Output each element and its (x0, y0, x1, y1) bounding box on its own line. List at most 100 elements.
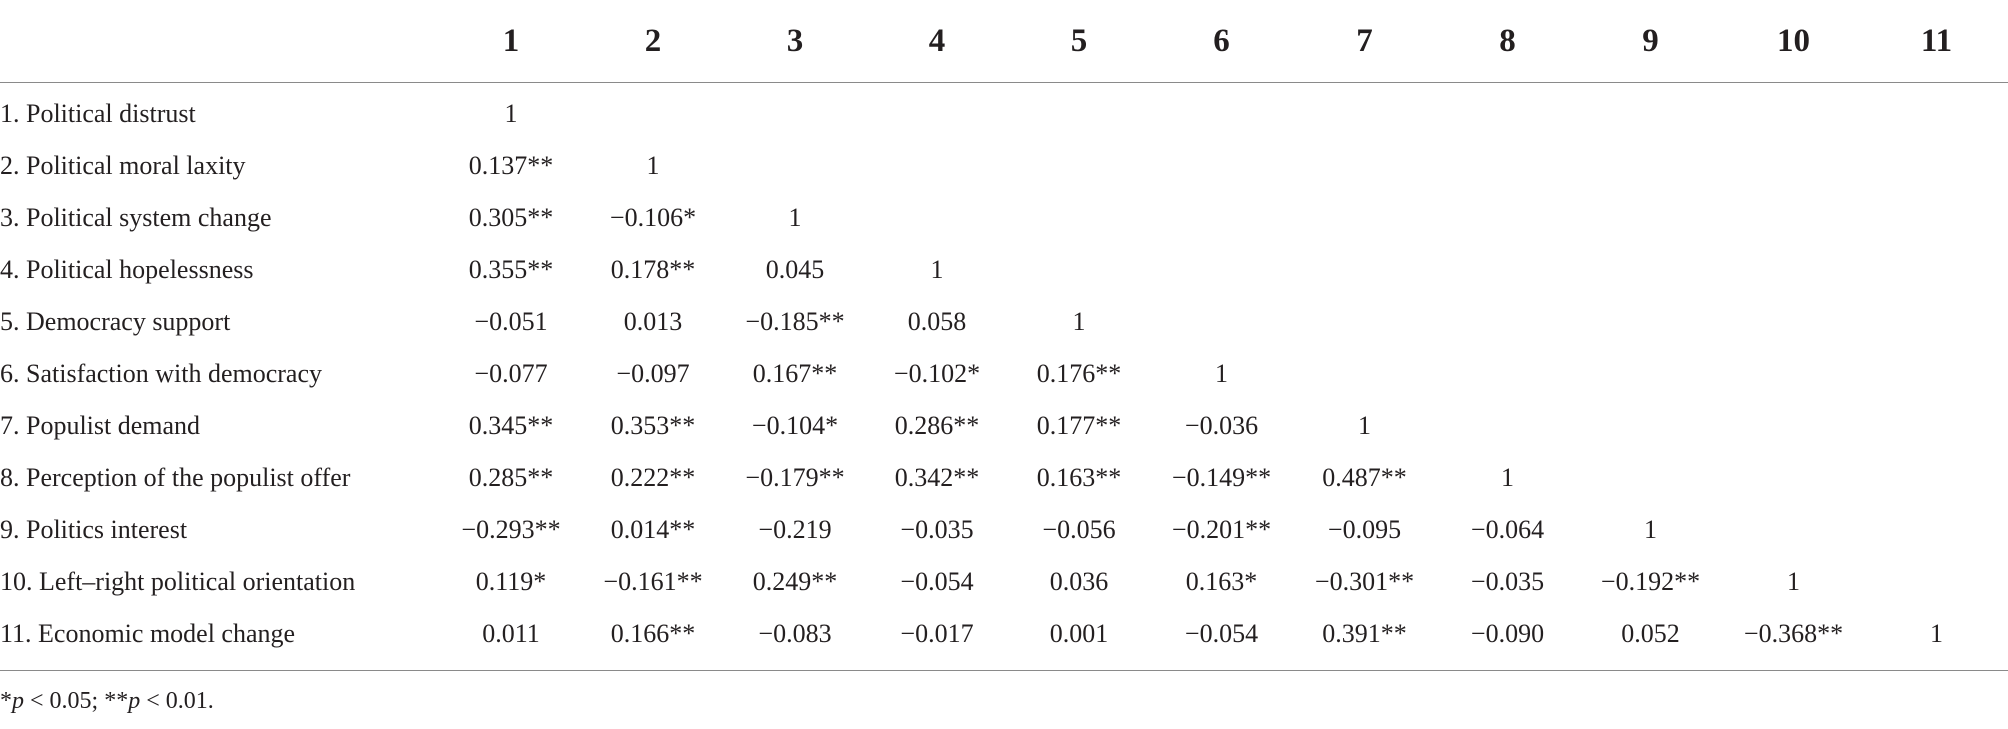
table-cell: 0.353** (610, 411, 696, 440)
table-cell (866, 192, 1008, 244)
table-cell (1865, 504, 2008, 556)
table-cell: −0.368** (1743, 619, 1844, 648)
footnote-star-2: ** (104, 688, 129, 714)
table-cell: 0.285** (468, 463, 554, 492)
table-cell: 0.058 (907, 307, 967, 336)
column-header: 4 (866, 0, 1008, 83)
table-cell (1293, 296, 1436, 348)
column-header: 7 (1293, 0, 1436, 83)
table-bottom-rule (0, 660, 2008, 671)
table-row: 7. Populist demand 0.345** 0.353** −0.104* 0… (0, 400, 2008, 452)
table-row: 1. Political distrust 1 (0, 88, 2008, 140)
table-cell: 0.176** (1036, 359, 1122, 388)
column-header: 10 (1722, 0, 1865, 83)
table-cell: 0.391** (1322, 619, 1407, 648)
table-cell: −0.056 (1042, 515, 1116, 544)
table-cell (1579, 452, 1722, 504)
table-cell: 0.305** (468, 203, 554, 232)
table-cell: 1 (1501, 463, 1514, 492)
table-cell: 0.286** (894, 411, 980, 440)
table-cell: −0.035 (1470, 567, 1545, 596)
table-cell (1008, 140, 1150, 192)
table-cell: −0.102* (893, 359, 981, 388)
table-cell: −0.106* (609, 203, 697, 232)
table-cell (1579, 348, 1722, 400)
table-cell (1579, 140, 1722, 192)
table-cell: 0.249** (752, 567, 838, 596)
table-cell (1150, 244, 1293, 296)
table-cell (1436, 88, 1579, 140)
table-cell (866, 88, 1008, 140)
table-cell: −0.035 (900, 515, 974, 544)
table-cell: 0.222** (610, 463, 696, 492)
table-cell: 0.163* (1185, 567, 1258, 596)
table-cell (1865, 296, 2008, 348)
table-cell: −0.293** (461, 515, 561, 544)
column-header: 11 (1865, 0, 2008, 83)
table-cell (1722, 88, 1865, 140)
column-header: 9 (1579, 0, 1722, 83)
row-label: 8. Perception of the populist offer (0, 463, 351, 492)
row-label: 6. Satisfaction with democracy (0, 359, 323, 388)
table-cell: −0.017 (900, 619, 974, 648)
footnote-condition-2: < 0.01. (140, 688, 214, 714)
table-cell (1722, 192, 1865, 244)
table-cell (1865, 88, 2008, 140)
table-cell: 0.487** (1322, 463, 1407, 492)
table-row: 3. Political system change 0.305** −0.106*… (0, 192, 2008, 244)
table-cell: −0.301** (1314, 567, 1415, 596)
table-cell (1865, 556, 2008, 608)
table-cell: −0.097 (616, 359, 690, 388)
table-row: 5. Democracy support −0.051 0.013 −0.185** 0… (0, 296, 2008, 348)
table-cell (1579, 400, 1722, 452)
table-row: 4. Political hopelessness 0.355** 0.178** 0… (0, 244, 2008, 296)
table-cell (1293, 140, 1436, 192)
table-row: 11. Economic model change 0.011 0.166** −0.… (0, 608, 2008, 660)
table-cell: −0.077 (474, 359, 548, 388)
table-cell (1579, 88, 1722, 140)
table-cell: −0.054 (1184, 619, 1259, 648)
table-cell (1150, 88, 1293, 140)
table-cell: 1 (646, 151, 660, 180)
column-header: 8 (1436, 0, 1579, 83)
table-cell: 1 (1644, 515, 1657, 544)
table-cell (1436, 140, 1579, 192)
table-cell (1150, 192, 1293, 244)
table-cell: 0.178** (610, 255, 696, 284)
table-cell: 0.011 (482, 619, 540, 648)
table-cell (1008, 88, 1150, 140)
table-cell: −0.036 (1184, 411, 1259, 440)
table-cell (1722, 452, 1865, 504)
table-cell: 1 (1215, 359, 1228, 388)
table-cell: −0.054 (900, 567, 974, 596)
table-cell (1722, 244, 1865, 296)
column-header: 1 (440, 0, 582, 83)
table-cell (1722, 400, 1865, 452)
table-cell (724, 88, 866, 140)
table-cell (1722, 504, 1865, 556)
table-cell: −0.095 (1327, 515, 1402, 544)
table-cell (1865, 452, 2008, 504)
table-cell: 0.167** (752, 359, 838, 388)
table-cell: −0.064 (1470, 515, 1545, 544)
column-header: 2 (582, 0, 724, 83)
table-cell: 1 (788, 203, 802, 232)
table-cell: −0.179** (745, 463, 845, 492)
table-cell: −0.149** (1171, 463, 1272, 492)
table-cell: −0.104* (751, 411, 839, 440)
table-cell (1436, 348, 1579, 400)
table-cell: 0.345** (468, 411, 554, 440)
table-cell (866, 140, 1008, 192)
table-cell: 0.036 (1049, 567, 1109, 596)
row-label: 9. Politics interest (0, 515, 188, 544)
table-cell: −0.192** (1600, 567, 1701, 596)
row-label: 11. Economic model change (0, 619, 296, 648)
table-cell: −0.161** (603, 567, 703, 596)
table-cell: 0.014** (610, 515, 696, 544)
table-row: 10. Left–right political orientation 0.11… (0, 556, 2008, 608)
footnote-star-1: * (0, 688, 12, 714)
table-cell (1865, 244, 2008, 296)
row-label: 10. Left–right political orientation (0, 567, 356, 596)
footnote-p-symbol-1: p (12, 688, 24, 714)
